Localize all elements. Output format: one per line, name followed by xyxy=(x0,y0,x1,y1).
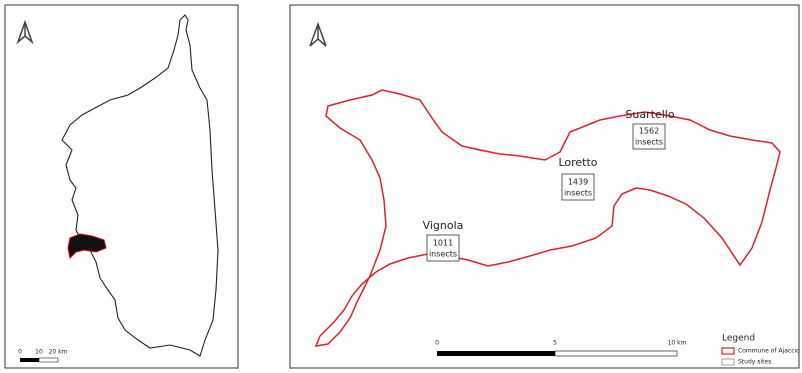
site-unit: insects xyxy=(635,138,663,147)
site: Vignola 1011 insects xyxy=(423,219,464,262)
legend-title: Legend xyxy=(722,334,755,344)
north-arrow xyxy=(309,21,327,47)
site: Loretto 1439 insects xyxy=(558,156,598,201)
site-count: 1439 xyxy=(568,178,588,187)
left-panel xyxy=(4,4,239,369)
site-name: Loretto xyxy=(558,156,597,169)
site-name: Vignola xyxy=(423,219,464,232)
site-count: 1562 xyxy=(639,127,659,136)
scale-bar: 0 5 10 km xyxy=(435,340,687,357)
legend: Legend Commune of Ajaccio Study sites xyxy=(721,334,800,366)
site-unit: insects xyxy=(429,250,457,259)
site-name: Suartello xyxy=(625,108,674,121)
scale-label: 10 xyxy=(35,349,43,356)
site-unit: insects xyxy=(564,189,592,198)
scale-label: 20 km xyxy=(49,349,68,356)
corsica-outline xyxy=(61,14,219,357)
scale-label: 0 xyxy=(435,340,439,347)
site: Suartello 1562 insects xyxy=(625,108,675,150)
ajaccio-commune-small xyxy=(67,233,107,260)
site-count: 1011 xyxy=(433,239,453,248)
legend-item: Commune of Ajaccio xyxy=(738,348,800,355)
ajaccio-commune xyxy=(314,89,781,347)
scale-label: 0 xyxy=(18,349,22,356)
scale-bar: 0 10 20 km xyxy=(18,349,68,363)
legend-item: Study sites xyxy=(738,359,771,366)
scale-label: 10 km xyxy=(668,340,687,347)
scale-label: 5 xyxy=(553,340,557,347)
right-panel xyxy=(289,4,800,369)
north-arrow xyxy=(16,19,34,45)
